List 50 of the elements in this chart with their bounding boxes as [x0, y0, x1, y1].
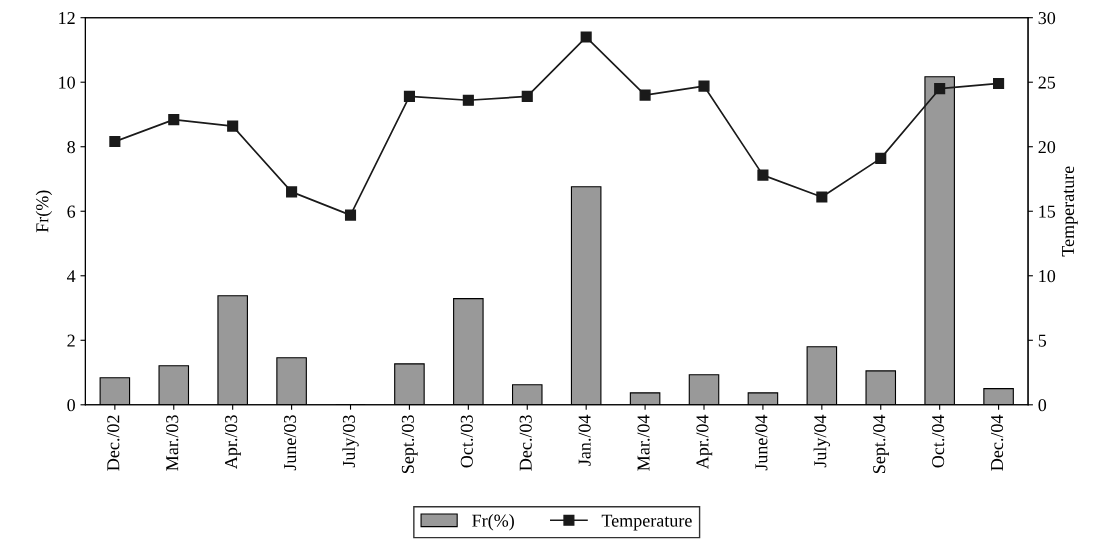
point	[993, 77, 1005, 90]
point	[816, 191, 828, 203]
point	[934, 83, 946, 95]
point	[286, 186, 298, 198]
y-tick-label: 12	[59, 12, 75, 24]
y-tick-label: 8	[67, 140, 75, 154]
y2-tick-label: 20	[1038, 140, 1056, 154]
point	[403, 90, 415, 102]
y-tick-label: 2	[67, 334, 75, 347]
point	[580, 31, 592, 43]
x-tick-label: June/04	[755, 414, 768, 471]
y2-tick-label: 0	[1038, 399, 1047, 412]
y2-tick-label: 25	[1038, 76, 1056, 89]
y-tick-label: 6	[67, 205, 76, 218]
point	[344, 209, 357, 221]
x-tick-label: Jan./04	[578, 414, 591, 466]
point	[698, 80, 710, 92]
x-tick-label: Mar./04	[637, 414, 650, 471]
x-tick-label: July/04	[813, 414, 831, 468]
point	[757, 169, 769, 181]
point	[168, 114, 180, 126]
x-tick-label: Oct./03	[460, 415, 473, 468]
x-tick-label: Sept./04	[873, 414, 889, 473]
legend-label: Fr(%)	[472, 514, 514, 531]
y2-tick-label: 30	[1038, 11, 1056, 25]
y-axis-title: Fr(%)	[35, 190, 53, 233]
point	[462, 94, 474, 106]
x-tick-label: July/03	[342, 415, 359, 468]
point	[109, 136, 121, 148]
y-tick-label: 10	[59, 76, 75, 89]
y-tick-label: 4	[67, 270, 76, 283]
x-tick-label: Apr./03	[225, 415, 241, 470]
point	[875, 152, 887, 164]
x-tick-label: Oct./04	[932, 414, 945, 468]
point	[639, 89, 651, 101]
y-tick-label: 0	[67, 399, 75, 412]
y2-axis-title: Temperature	[1062, 166, 1078, 257]
y2-tick-label: 15	[1039, 205, 1056, 218]
point	[227, 120, 239, 132]
legend-label: Temperature	[601, 514, 692, 531]
x-tick-label: Mar./03	[166, 415, 179, 471]
x-tick-label: Dec./04	[990, 414, 1004, 471]
y2-tick-label: 10	[1039, 270, 1056, 283]
x-tick-label: Dec./03	[519, 415, 532, 471]
x-tick-label: June/03	[283, 415, 297, 471]
x-tick-label: Dec./02	[107, 415, 120, 471]
point	[521, 90, 533, 102]
y2-tick-label: 5	[1038, 334, 1047, 347]
x-tick-label: Apr./04	[696, 414, 713, 470]
x-tick-label: Sept./03	[401, 415, 418, 473]
